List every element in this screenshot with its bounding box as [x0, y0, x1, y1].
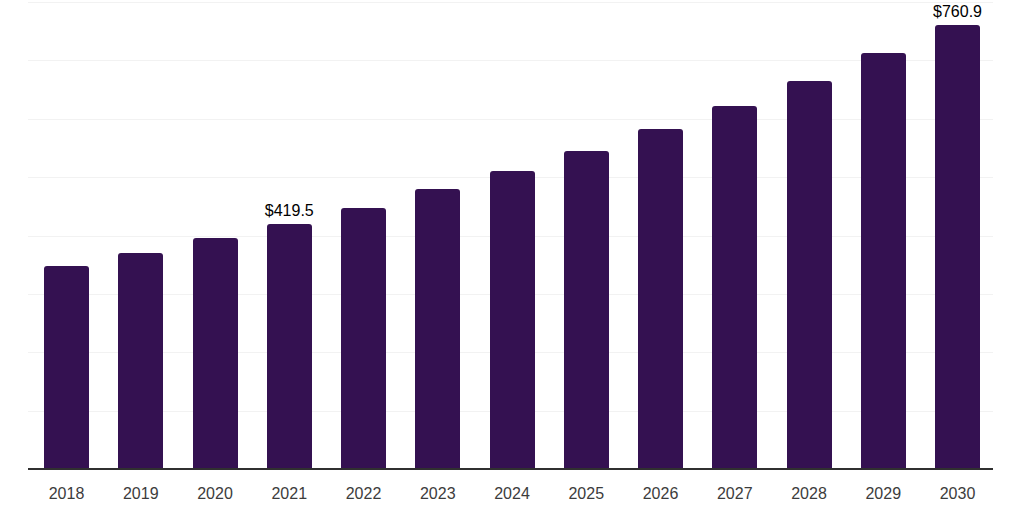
bar-2022: [341, 208, 386, 469]
bar-2030: [935, 25, 980, 469]
bar-2026: [638, 129, 683, 469]
gridline-600: [28, 119, 993, 120]
value-label-2021: $419.5: [229, 203, 349, 219]
bar-2019: [118, 253, 163, 469]
bar-2020: [193, 238, 238, 469]
gridline-800: [28, 2, 993, 3]
plot-area: 201820192020$419.52021202220232024202520…: [0, 0, 1024, 512]
value-label-2030: $760.9: [898, 4, 1018, 20]
x-tick-2030: 2030: [898, 486, 1018, 502]
gridline-700: [28, 60, 993, 61]
bar-chart: 201820192020$419.52021202220232024202520…: [0, 0, 1024, 512]
bar-2025: [564, 151, 609, 469]
bar-2028: [787, 81, 832, 469]
bar-2021: [267, 224, 312, 469]
bar-2023: [415, 189, 460, 469]
bar-2027: [712, 106, 757, 469]
x-axis-line: [28, 468, 993, 470]
bar-2018: [44, 266, 89, 469]
bar-2029: [861, 53, 906, 469]
bar-2024: [490, 171, 535, 469]
